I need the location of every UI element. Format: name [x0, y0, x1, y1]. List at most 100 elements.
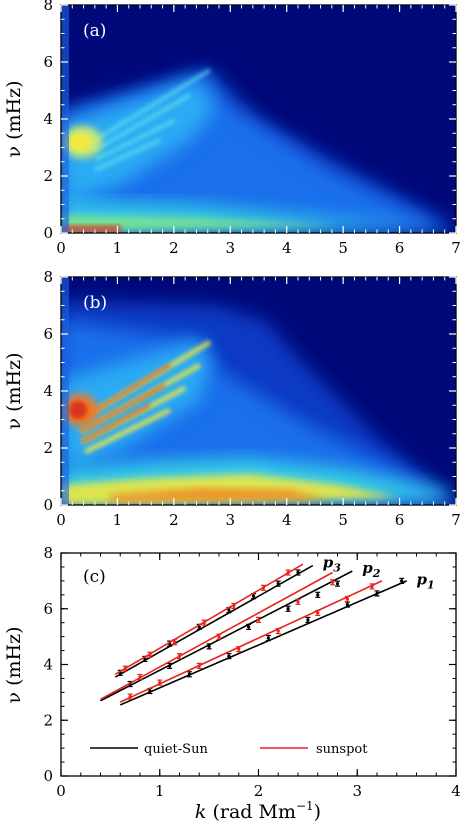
x-tick-label: 3	[226, 511, 236, 529]
data-point	[276, 629, 280, 633]
y-tick-label: 8	[43, 544, 53, 562]
data-point	[172, 640, 177, 644]
data-point	[345, 597, 349, 601]
data-point	[296, 600, 300, 604]
series-line-quiet-sun-4	[114, 564, 314, 678]
data-point	[266, 636, 270, 640]
x-tick-label: 2	[254, 782, 264, 800]
data-point	[375, 591, 379, 596]
data-point	[400, 579, 404, 583]
data-point	[256, 618, 261, 622]
heatmap-a	[61, 5, 456, 233]
y-tick-label: 6	[43, 600, 53, 618]
y-tick-label: 8	[43, 0, 53, 14]
x-tick-label: 0	[56, 239, 66, 257]
x-tick-label: 1	[113, 511, 123, 529]
x-tick-label: 2	[169, 511, 179, 529]
data-point	[232, 604, 236, 608]
legend-label-quiet-sun: quiet-Sun	[144, 742, 208, 757]
data-point	[168, 664, 172, 668]
data-point	[247, 625, 251, 629]
x-tick-label: 6	[395, 239, 405, 257]
panel-b: 0 1 2 3 4 5 6 7 0 2 4 6 8 (b) ν (mHz)	[3, 268, 461, 529]
x-tick-label: 7	[451, 239, 461, 257]
x-tick-label: 7	[451, 511, 461, 529]
ylabel-a: ν (mHz)	[3, 80, 25, 157]
data-point	[316, 593, 320, 597]
panel-c: 0 1 2 3 4 0 2 4 6 8 (c) ν (mHz) k (rad Mm−1) quie…	[3, 544, 461, 823]
ylabel-c: ν (mHz)	[3, 626, 25, 703]
panel-label-c: (c)	[83, 567, 106, 587]
data-point	[286, 607, 290, 611]
y-tick-label: 0	[43, 224, 53, 242]
data-point	[276, 582, 280, 586]
data-point	[197, 664, 201, 668]
data-point	[123, 667, 127, 671]
data-point	[261, 586, 266, 590]
data-point	[158, 681, 162, 685]
series-line-quiet-sun-0	[119, 580, 407, 706]
x-tick-label: 0	[56, 782, 66, 800]
data-point	[138, 675, 142, 679]
xlabel-c: k (rad Mm−1)	[195, 799, 321, 823]
x-tick-label: 0	[56, 511, 66, 529]
data-point	[370, 584, 374, 589]
data-point	[148, 689, 152, 693]
data-point	[128, 694, 132, 699]
y-tick-label: 8	[43, 268, 53, 286]
x-tick-label: 3	[352, 782, 362, 800]
legend-label-sunspot: sunspot	[316, 742, 368, 757]
data-point	[217, 635, 221, 639]
data-point	[306, 618, 310, 622]
data-point	[330, 580, 335, 584]
panel-label-b: (b)	[83, 293, 107, 313]
y-tick-label: 0	[43, 767, 53, 785]
series-c	[100, 563, 407, 706]
y-tick-label: 2	[43, 167, 53, 185]
x-tick-label: 5	[338, 511, 348, 529]
series-line-quiet-sun-2	[100, 570, 353, 702]
panel-a: 0 1 2 3 4 5 6 7 0 2 4 6 8 (a) ν (mHz)	[3, 0, 461, 257]
x-tick-label: 1	[155, 782, 165, 800]
data-point	[177, 654, 182, 658]
y-tick-label: 6	[43, 53, 53, 71]
x-tick-label: 4	[282, 511, 292, 529]
y-tick-label: 2	[43, 711, 53, 729]
axes-a: 0 1 2 3 4 5 6 7 0 2 4 6 8	[43, 0, 460, 257]
plot-frame-c	[60, 552, 457, 777]
series-line-sunspot-3	[100, 571, 333, 701]
y-tick-label: 0	[43, 496, 53, 514]
data-point	[207, 644, 211, 648]
data-point	[286, 570, 290, 575]
data-point	[237, 647, 241, 651]
y-tick-label: 2	[43, 439, 53, 457]
heatmap-b	[61, 277, 456, 505]
axes-b: 0 1 2 3 4 5 6 7 0 2 4 6 8	[43, 268, 460, 529]
data-point	[345, 602, 349, 607]
y-tick-label: 4	[43, 110, 53, 128]
mode-label-p3: p3	[323, 554, 342, 575]
mode-label-p1: p1	[417, 570, 435, 591]
series-line-sunspot-5	[114, 563, 304, 675]
ylabel-b: ν (mHz)	[3, 352, 25, 429]
data-point	[202, 621, 206, 625]
y-tick-label: 6	[43, 325, 53, 343]
data-point	[251, 594, 256, 598]
data-point	[316, 611, 320, 615]
legend: quiet-Sun sunspot	[90, 742, 368, 757]
x-tick-label: 6	[395, 511, 405, 529]
x-tick-label: 2	[169, 239, 179, 257]
x-tick-label: 4	[282, 239, 292, 257]
x-tick-label: 4	[451, 782, 461, 800]
mode-label-p2: p2	[362, 559, 381, 580]
data-point	[187, 672, 191, 676]
axes-c: 0 1 2 3 4 0 2 4 6 8	[43, 544, 460, 800]
mode-labels: p1 p2 p3	[323, 554, 435, 592]
data-point	[335, 582, 340, 586]
data-point	[296, 570, 300, 575]
x-tick-label: 3	[226, 239, 236, 257]
y-tick-label: 4	[43, 656, 53, 674]
data-point	[227, 608, 231, 612]
y-tick-label: 4	[43, 382, 53, 400]
